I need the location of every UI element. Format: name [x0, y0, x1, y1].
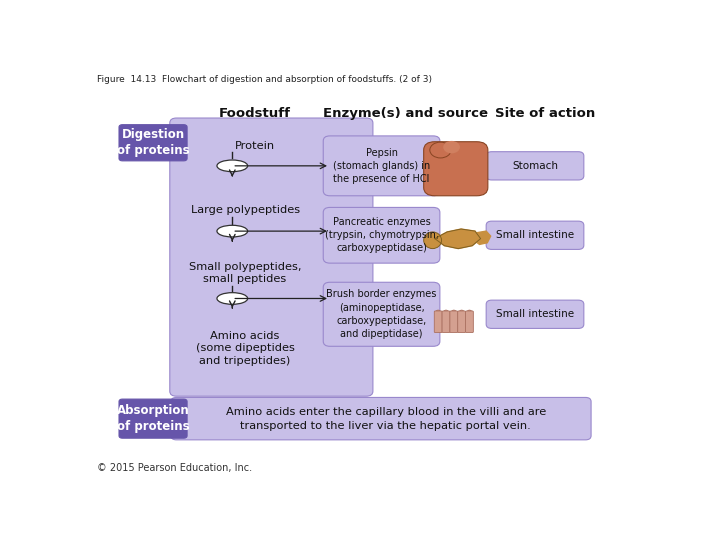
Text: Large polypeptides: Large polypeptides	[191, 205, 300, 215]
Text: © 2015 Pearson Education, Inc.: © 2015 Pearson Education, Inc.	[96, 463, 252, 473]
FancyBboxPatch shape	[486, 300, 584, 328]
Ellipse shape	[217, 225, 248, 237]
Text: Figure  14.13  Flowchart of digestion and absorption of foodstuffs. (2 of 3): Figure 14.13 Flowchart of digestion and …	[96, 75, 432, 84]
FancyBboxPatch shape	[434, 311, 442, 333]
Ellipse shape	[436, 310, 441, 316]
FancyBboxPatch shape	[119, 399, 187, 438]
Ellipse shape	[467, 310, 472, 316]
Text: Amino acids
(some dipeptides
and tripeptides): Amino acids (some dipeptides and tripept…	[196, 331, 294, 366]
FancyBboxPatch shape	[323, 136, 440, 196]
Ellipse shape	[444, 141, 460, 153]
FancyBboxPatch shape	[119, 125, 187, 161]
FancyBboxPatch shape	[450, 311, 458, 333]
FancyBboxPatch shape	[170, 118, 373, 396]
FancyBboxPatch shape	[442, 311, 450, 333]
Ellipse shape	[423, 232, 441, 248]
Ellipse shape	[444, 310, 449, 316]
Ellipse shape	[459, 310, 464, 316]
Text: Stomach: Stomach	[512, 161, 558, 171]
Polygon shape	[474, 231, 490, 245]
Ellipse shape	[217, 160, 248, 172]
Ellipse shape	[451, 310, 456, 316]
Ellipse shape	[430, 142, 451, 158]
Text: Pancreatic enzymes
(trypsin, chymotrypsin,
carboxypeptidase): Pancreatic enzymes (trypsin, chymotrypsi…	[325, 217, 438, 253]
Text: Protein: Protein	[235, 141, 274, 151]
Text: Small intestine: Small intestine	[496, 309, 574, 319]
Text: Small polypeptides,
small peptides: Small polypeptides, small peptides	[189, 261, 302, 284]
FancyBboxPatch shape	[486, 221, 584, 249]
FancyBboxPatch shape	[171, 397, 591, 440]
Text: Absorption
of proteins: Absorption of proteins	[117, 404, 189, 433]
Ellipse shape	[217, 293, 248, 305]
Text: Digestion
of proteins: Digestion of proteins	[117, 129, 189, 157]
Text: Brush border enzymes
(aminopeptidase,
carboxypeptidase,
and dipeptidase): Brush border enzymes (aminopeptidase, ca…	[326, 289, 437, 339]
Polygon shape	[435, 229, 481, 248]
FancyBboxPatch shape	[323, 282, 440, 346]
Text: Site of action: Site of action	[495, 107, 595, 120]
FancyBboxPatch shape	[458, 311, 466, 333]
FancyBboxPatch shape	[466, 311, 473, 333]
FancyBboxPatch shape	[323, 207, 440, 263]
FancyBboxPatch shape	[486, 152, 584, 180]
Text: Small intestine: Small intestine	[496, 230, 574, 240]
Text: Foodstuff: Foodstuff	[219, 107, 291, 120]
Text: Enzyme(s) and source: Enzyme(s) and source	[323, 107, 487, 120]
FancyBboxPatch shape	[423, 141, 488, 196]
Text: Pepsin
(stomach glands) in
the presence of HCl: Pepsin (stomach glands) in the presence …	[333, 147, 430, 184]
Text: Amino acids enter the capillary blood in the villi and are
transported to the li: Amino acids enter the capillary blood in…	[225, 407, 546, 430]
